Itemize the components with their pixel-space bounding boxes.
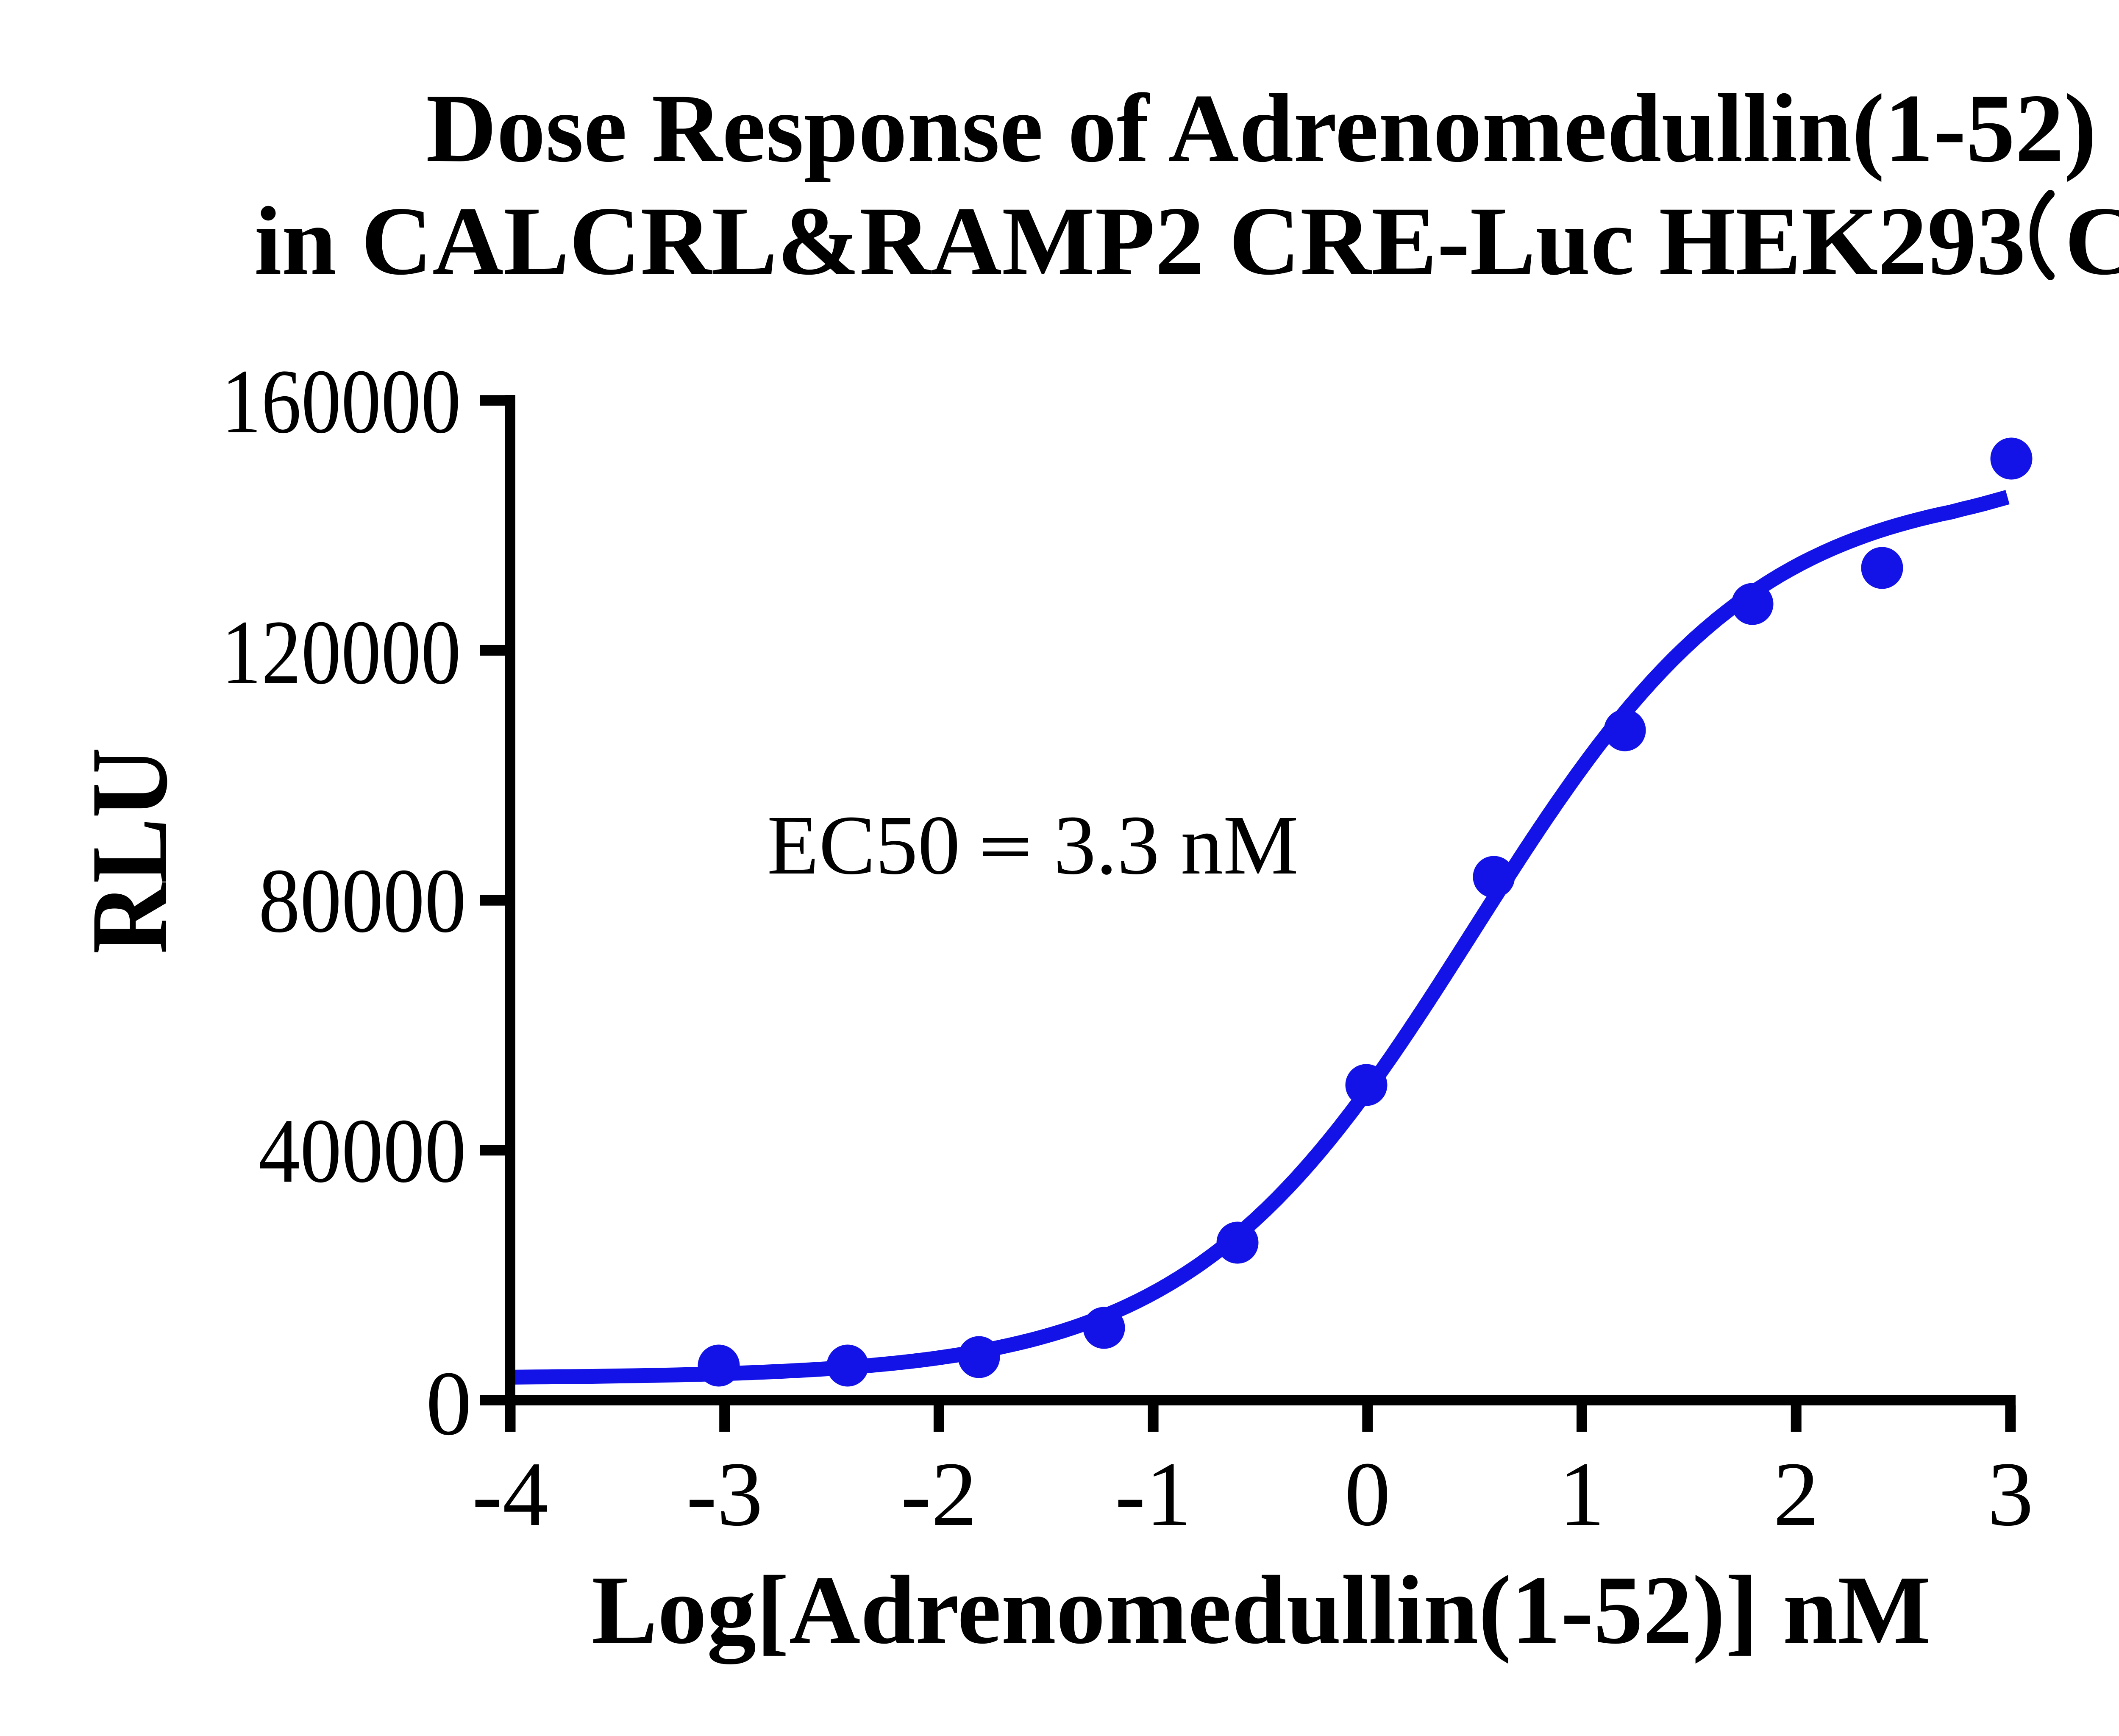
svg-text:3: 3	[1988, 1443, 2034, 1545]
svg-text:3.3 nM: 3.3 nM	[1054, 798, 1299, 892]
svg-text:1: 1	[1559, 1443, 1605, 1545]
svg-text:0: 0	[1345, 1443, 1391, 1545]
svg-text:2: 2	[1773, 1443, 1819, 1545]
svg-text:Dose Response of Adrenomedulli: Dose Response of Adrenomedullin(1-52)	[426, 74, 2097, 182]
svg-text:80000: 80000	[259, 850, 466, 951]
svg-text:120000: 120000	[222, 601, 461, 703]
svg-text:EC50: EC50	[767, 798, 960, 892]
svg-text:-1: -1	[1115, 1443, 1192, 1545]
svg-text:0: 0	[426, 1352, 472, 1454]
svg-text:-3: -3	[686, 1443, 763, 1545]
svg-text:in CALCRL&RAMP2 CRE-Luc HEK293: in CALCRL&RAMP2 CRE-Luc HEK293	[254, 186, 2026, 295]
svg-text:Log[Adrenomedullin(1-52)] nM: Log[Adrenomedullin(1-52)] nM	[592, 1555, 1931, 1664]
svg-text:C14: C14	[2065, 186, 2119, 295]
svg-text:RLU: RLU	[69, 747, 190, 954]
svg-text:160000: 160000	[222, 351, 461, 452]
svg-text:-4: -4	[472, 1443, 549, 1545]
svg-text:-2: -2	[901, 1443, 977, 1545]
svg-text:40000: 40000	[259, 1100, 466, 1202]
